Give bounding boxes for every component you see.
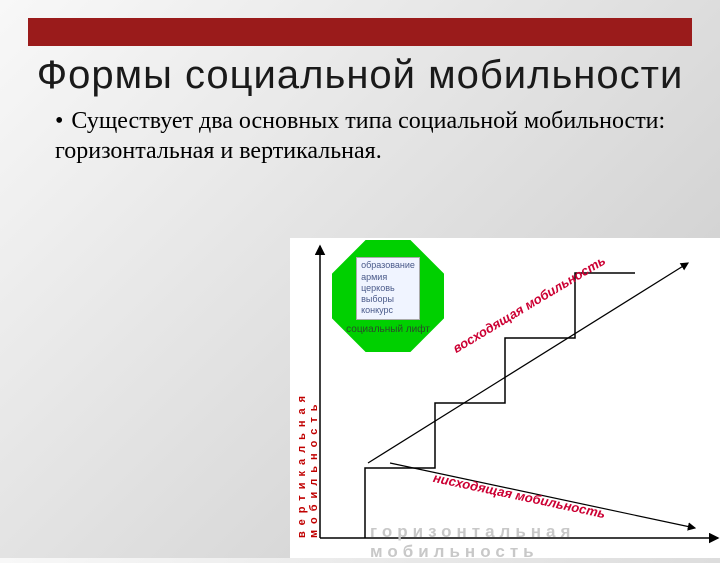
elevator-list: образованиеармияцерковьвыборыконкурс: [356, 257, 420, 319]
bullet-body: Существует два основных типа социальной …: [55, 108, 665, 164]
page-title: Формы социальной мобильности: [0, 54, 720, 96]
elevator-item: образование: [361, 260, 415, 271]
elevator-caption: социальный лифт: [346, 324, 430, 335]
elevator-item: армия: [361, 272, 415, 283]
bullet-paragraph: •Существует два основных типа социальной…: [55, 106, 670, 166]
elevator-item: конкурс: [361, 305, 415, 316]
mobility-diagram: вертикальная мобильностьгоризонтальная м…: [290, 238, 720, 558]
x-axis-label: горизонтальная мобильность: [370, 522, 720, 562]
y-axis-label: вертикальная мобильность: [296, 248, 320, 538]
elevator-item: выборы: [361, 294, 415, 305]
header-bar: [28, 18, 692, 46]
elevator-item: церковь: [361, 283, 415, 294]
bullet-mark: •: [55, 108, 63, 134]
